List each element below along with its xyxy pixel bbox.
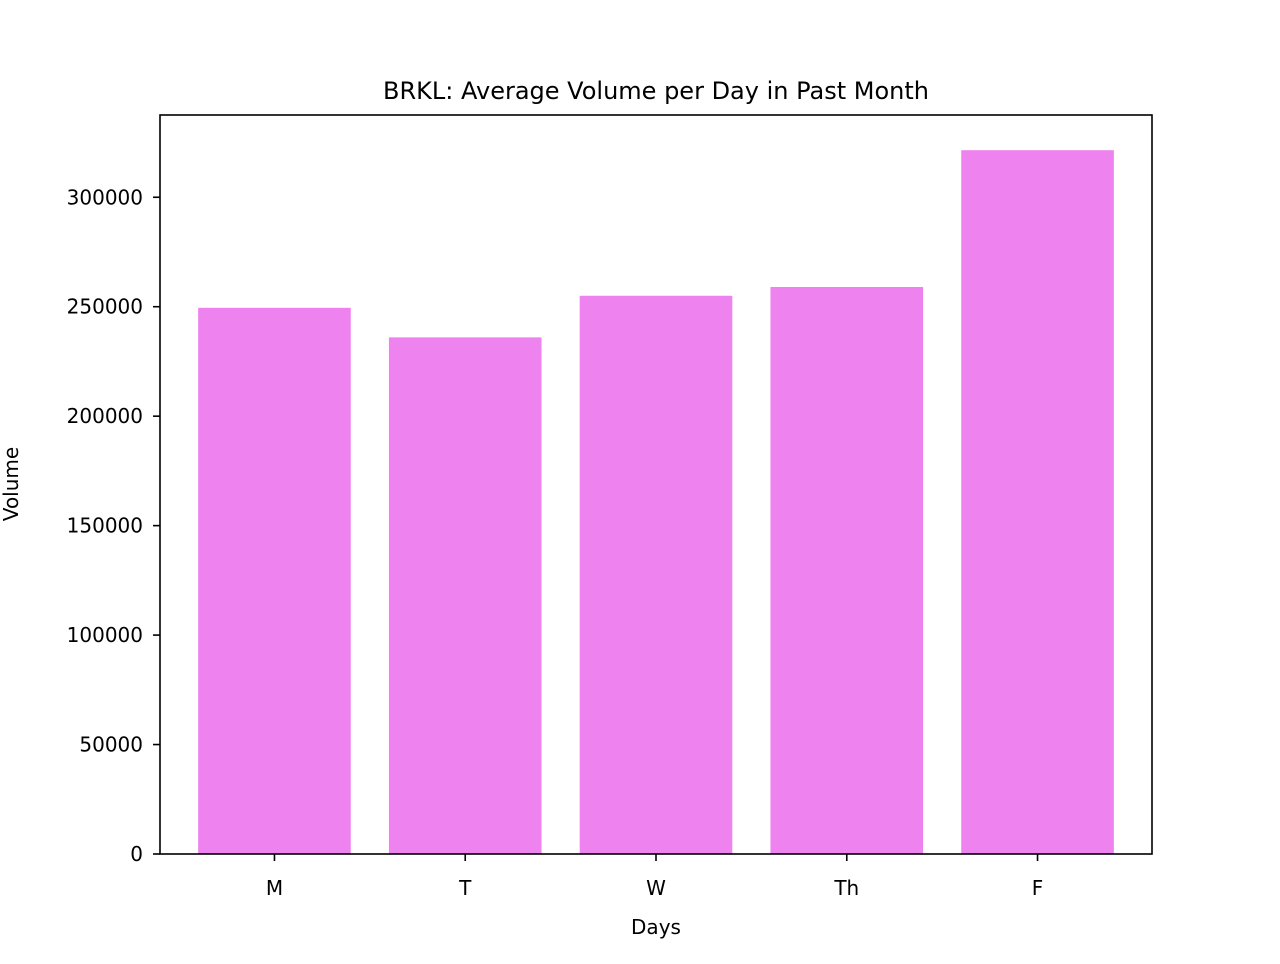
y-tick-label: 50000 (79, 733, 143, 757)
x-tick-label: F (1032, 876, 1044, 900)
chart-title: BRKL: Average Volume per Day in Past Mon… (383, 77, 929, 105)
bar-t (388, 337, 542, 855)
x-tick-label: M (266, 876, 283, 900)
y-tick-label: 200000 (67, 404, 143, 428)
y-tick-label: 250000 (67, 295, 143, 319)
x-tick-label: Th (833, 876, 859, 900)
bar-m (198, 307, 351, 854)
x-tick-label: T (458, 876, 472, 900)
bar-f (961, 150, 1114, 854)
x-tick-label: W (646, 876, 666, 900)
y-tick-label: 100000 (67, 623, 143, 647)
bar-w (579, 295, 733, 854)
y-tick-label: 0 (130, 842, 143, 866)
y-tick-label: 300000 (67, 185, 143, 209)
y-tick-label: 150000 (67, 514, 143, 538)
x-axis: M T W Th F (266, 854, 1043, 900)
y-axis: 0 50000 100000 150000 200000 250000 300000 (67, 185, 160, 866)
x-axis-label: Days (631, 915, 681, 939)
bar-th (770, 287, 924, 854)
bars (198, 150, 1114, 855)
y-axis-label: Volume (0, 447, 23, 521)
plot-area-frame (159, 114, 1153, 855)
